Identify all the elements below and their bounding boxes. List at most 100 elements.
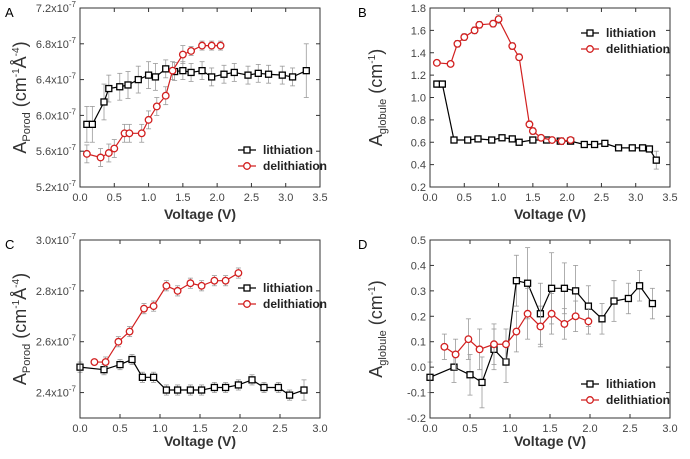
legend-label: delithiation xyxy=(263,297,327,311)
legend-label: lithiation xyxy=(263,281,313,295)
y-tick-label: 0.5 xyxy=(411,235,426,247)
data-point xyxy=(601,139,609,148)
data-point xyxy=(648,299,657,308)
data-point xyxy=(571,287,580,295)
y-tick-label: 6.0x10-7 xyxy=(36,107,77,122)
data-point xyxy=(197,386,206,394)
data-point xyxy=(187,68,195,77)
legend-marker xyxy=(586,29,594,37)
data-point xyxy=(508,135,516,143)
data-point xyxy=(216,41,225,50)
panel-letter: C xyxy=(5,237,14,252)
legend-marker xyxy=(586,396,594,404)
data-point xyxy=(440,342,449,351)
data-point xyxy=(475,345,484,354)
x-tick-label: 3.5 xyxy=(312,192,327,204)
y-tick-label: 5.6x10-7 xyxy=(36,143,77,158)
data-point xyxy=(116,360,124,369)
data-point xyxy=(220,70,228,78)
x-tick-label: 1.5 xyxy=(542,423,557,435)
legend-marker xyxy=(243,146,251,154)
legend: lithiation delithiation xyxy=(581,26,670,56)
x-tick-label: 0.5 xyxy=(457,192,472,204)
data-point xyxy=(162,65,170,73)
series-lithiation xyxy=(433,80,660,170)
data-point xyxy=(125,327,134,336)
data-point xyxy=(584,302,593,310)
data-point xyxy=(161,91,170,100)
data-point xyxy=(162,386,171,394)
data-point xyxy=(529,136,537,144)
y-tick-label: 1.6 xyxy=(411,25,426,37)
y-tick-label: -0.1 xyxy=(407,388,426,400)
data-point xyxy=(557,137,566,146)
legend-label: delithiation xyxy=(606,42,670,56)
data-point xyxy=(451,350,460,359)
data-point xyxy=(101,358,110,367)
panel-letter: D xyxy=(358,237,367,252)
data-point xyxy=(652,156,660,164)
y-tick-label: -0.2 xyxy=(407,413,426,425)
data-point xyxy=(624,294,633,303)
data-point xyxy=(96,153,105,162)
data-point xyxy=(560,319,569,328)
data-point xyxy=(474,135,482,143)
data-point xyxy=(138,373,147,381)
x-tick-label: 0.0 xyxy=(72,423,87,435)
x-tick-label: 2.0 xyxy=(232,423,247,435)
data-point xyxy=(125,129,134,138)
x-tick-label: 0.5 xyxy=(462,423,477,435)
data-point xyxy=(198,41,207,50)
data-point xyxy=(502,340,510,349)
series-lithiation xyxy=(76,354,308,401)
data-point xyxy=(580,140,588,149)
y-tick-label: 1.4 xyxy=(411,48,426,60)
x-tick-label: 3.0 xyxy=(312,423,327,435)
data-point xyxy=(498,134,506,142)
plot-frame xyxy=(429,239,671,419)
y-tick-label: 0.6 xyxy=(411,137,426,149)
data-point xyxy=(260,383,268,392)
y-tick-label: 6.8x10-7 xyxy=(36,36,77,51)
y-tick-label: 2.8x10-7 xyxy=(36,283,77,298)
y-tick-label: 0.3 xyxy=(411,286,426,298)
y-tick-label: 0.4 xyxy=(411,260,426,272)
data-point xyxy=(88,120,96,128)
x-tick-label: 2.5 xyxy=(244,192,259,204)
data-point xyxy=(210,276,219,285)
series-delithiation xyxy=(440,287,593,371)
data-point xyxy=(210,383,219,392)
x-tick-label: 2.5 xyxy=(272,423,287,435)
data-point xyxy=(450,363,458,371)
x-tick-label: 1.5 xyxy=(175,192,190,204)
data-point xyxy=(208,73,216,81)
data-point xyxy=(628,144,636,152)
data-point xyxy=(515,53,524,62)
data-point xyxy=(560,284,569,292)
data-point xyxy=(598,315,606,323)
data-point xyxy=(234,381,243,389)
series-delithiation xyxy=(432,14,575,146)
x-tick-label: 3.0 xyxy=(662,423,677,435)
panel-c: C 0.0 0.5 1.0 1.5 2.0 2.5 3.0 2.4x10-7 2.6x10-7 2.… xyxy=(5,232,328,449)
data-point xyxy=(528,127,537,136)
x-axis-title: Voltage (V) xyxy=(514,433,586,449)
legend: lithiation delithiation xyxy=(238,143,327,173)
x-tick-label: 2.5 xyxy=(622,423,637,435)
data-point xyxy=(470,26,479,35)
series-line xyxy=(436,83,657,161)
x-tick-label: 3.0 xyxy=(278,192,293,204)
data-point xyxy=(566,136,575,144)
legend-label: lithiation xyxy=(263,143,313,157)
x-tick-label: 2.0 xyxy=(209,192,224,204)
data-point xyxy=(90,358,99,367)
data-point xyxy=(302,67,310,75)
data-point xyxy=(173,386,182,394)
series-lithiation xyxy=(83,43,310,143)
data-point xyxy=(274,383,283,392)
series-delithiation xyxy=(82,40,225,167)
data-point xyxy=(114,337,123,346)
data-point xyxy=(300,386,308,394)
data-point xyxy=(104,149,113,157)
